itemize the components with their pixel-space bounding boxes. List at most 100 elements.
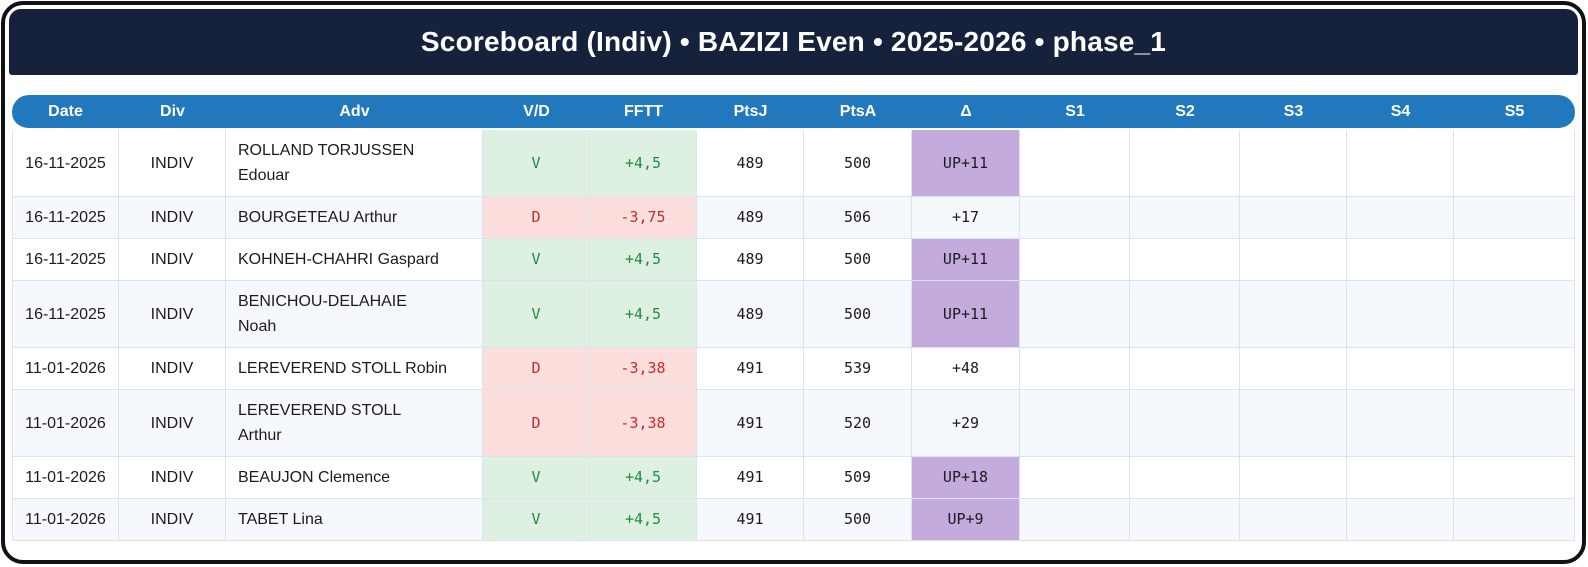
- cell-ptsj: 489: [697, 197, 804, 239]
- cell-vd: D: [483, 348, 590, 390]
- table-row: 16-11-2025 INDIV BOURGETEAU Arthur D -3,75 48…: [12, 197, 1575, 239]
- cell-s1: [1020, 499, 1130, 541]
- cell-s1: [1020, 281, 1130, 348]
- cell-fftt: +4,5: [590, 281, 697, 348]
- table-row: 11-01-2026 INDIV LEREVEREND STOLL Robin D -3…: [12, 348, 1575, 390]
- cell-s2: [1130, 281, 1240, 348]
- cell-delta: UP+11: [912, 239, 1020, 281]
- cell-ptsj: 489: [697, 130, 804, 197]
- cell-delta: +29: [912, 390, 1020, 457]
- cell-s5: [1454, 197, 1575, 239]
- cell-ptsa: 500: [804, 239, 912, 281]
- column-header-s5: S5: [1454, 95, 1575, 130]
- cell-fftt: +4,5: [590, 239, 697, 281]
- cell-s4: [1347, 281, 1454, 348]
- cell-s2: [1130, 390, 1240, 457]
- cell-ptsa: 500: [804, 130, 912, 197]
- cell-ptsa: 520: [804, 390, 912, 457]
- cell-delta: UP+11: [912, 130, 1020, 197]
- title-bar: Scoreboard (Indiv) • BAZIZI Even • 2025-…: [9, 9, 1578, 75]
- cell-s1: [1020, 348, 1130, 390]
- cell-s1: [1020, 197, 1130, 239]
- column-header-div: Div: [119, 95, 226, 130]
- cell-div: INDIV: [119, 390, 226, 457]
- cell-adv: BOURGETEAU Arthur: [226, 197, 483, 239]
- cell-date: 16-11-2025: [12, 130, 119, 197]
- cell-s4: [1347, 348, 1454, 390]
- cell-ptsj: 491: [697, 348, 804, 390]
- cell-ptsa: 500: [804, 499, 912, 541]
- cell-s3: [1240, 239, 1347, 281]
- cell-s3: [1240, 348, 1347, 390]
- cell-s1: [1020, 457, 1130, 499]
- cell-ptsj: 489: [697, 239, 804, 281]
- cell-s1: [1020, 239, 1130, 281]
- cell-ptsa: 509: [804, 457, 912, 499]
- cell-adv: ROLLAND TORJUSSEN Edouar: [226, 130, 483, 197]
- cell-vd: D: [483, 390, 590, 457]
- cell-s4: [1347, 197, 1454, 239]
- cell-s2: [1130, 130, 1240, 197]
- scoreboard-table: Date Div Adv V/D FFTT PtsJ PtsA Δ S1 S2 S3 S4 S5 16-…: [12, 95, 1575, 541]
- cell-s5: [1454, 457, 1575, 499]
- cell-fftt: -3,38: [590, 348, 697, 390]
- cell-date: 11-01-2026: [12, 499, 119, 541]
- cell-fftt: -3,38: [590, 390, 697, 457]
- cell-s3: [1240, 457, 1347, 499]
- page-title: Scoreboard (Indiv) • BAZIZI Even • 2025-…: [420, 26, 1167, 57]
- table-row: 11-01-2026 INDIV BEAUJON Clemence V +4,5 491 5…: [12, 457, 1575, 499]
- cell-fftt: +4,5: [590, 457, 697, 499]
- cell-delta: UP+11: [912, 281, 1020, 348]
- cell-s2: [1130, 239, 1240, 281]
- column-header-vd: V/D: [483, 95, 590, 130]
- column-header-adv: Adv: [226, 95, 483, 130]
- table-row: 11-01-2026 INDIV TABET Lina V +4,5 491 500 UP+9: [12, 499, 1575, 541]
- cell-s1: [1020, 390, 1130, 457]
- cell-s3: [1240, 281, 1347, 348]
- cell-adv: KOHNEH-CHAHRI Gaspard: [226, 239, 483, 281]
- cell-s2: [1130, 499, 1240, 541]
- column-header-s3: S3: [1240, 95, 1347, 130]
- cell-date: 16-11-2025: [12, 281, 119, 348]
- cell-ptsj: 489: [697, 281, 804, 348]
- table-row: 16-11-2025 INDIV KOHNEH-CHAHRI Gaspard V +4,…: [12, 239, 1575, 281]
- table-header-row: Date Div Adv V/D FFTT PtsJ PtsA Δ S1 S2 S3 S4 S5: [12, 95, 1575, 130]
- table-row: 16-11-2025 INDIV ROLLAND TORJUSSEN Edouar V…: [12, 130, 1575, 197]
- scoreboard-table-wrap: Date Div Adv V/D FFTT PtsJ PtsA Δ S1 S2 S3 S4 S5 16-…: [5, 75, 1582, 541]
- cell-vd: V: [483, 281, 590, 348]
- cell-s4: [1347, 239, 1454, 281]
- cell-date: 11-01-2026: [12, 348, 119, 390]
- cell-vd: V: [483, 457, 590, 499]
- cell-s5: [1454, 130, 1575, 197]
- cell-delta: +48: [912, 348, 1020, 390]
- cell-div: INDIV: [119, 197, 226, 239]
- cell-s4: [1347, 499, 1454, 541]
- cell-div: INDIV: [119, 130, 226, 197]
- column-header-ptsj: PtsJ: [697, 95, 804, 130]
- cell-s3: [1240, 130, 1347, 197]
- cell-date: 11-01-2026: [12, 390, 119, 457]
- cell-vd: V: [483, 130, 590, 197]
- column-header-ptsa: PtsA: [804, 95, 912, 130]
- cell-date: 11-01-2026: [12, 457, 119, 499]
- cell-s2: [1130, 348, 1240, 390]
- cell-vd: V: [483, 499, 590, 541]
- cell-adv: BENICHOU-DELAHAIE Noah: [226, 281, 483, 348]
- cell-s4: [1347, 457, 1454, 499]
- column-header-s4: S4: [1347, 95, 1454, 130]
- cell-adv: LEREVEREND STOLL Robin: [226, 348, 483, 390]
- cell-s2: [1130, 197, 1240, 239]
- cell-fftt: +4,5: [590, 130, 697, 197]
- table-row: 11-01-2026 INDIV LEREVEREND STOLL Arthur D -…: [12, 390, 1575, 457]
- cell-ptsa: 539: [804, 348, 912, 390]
- cell-ptsa: 500: [804, 281, 912, 348]
- cell-delta: +17: [912, 197, 1020, 239]
- cell-date: 16-11-2025: [12, 197, 119, 239]
- cell-s4: [1347, 130, 1454, 197]
- cell-ptsj: 491: [697, 457, 804, 499]
- cell-s5: [1454, 348, 1575, 390]
- cell-div: INDIV: [119, 348, 226, 390]
- cell-s3: [1240, 390, 1347, 457]
- column-header-s2: S2: [1130, 95, 1240, 130]
